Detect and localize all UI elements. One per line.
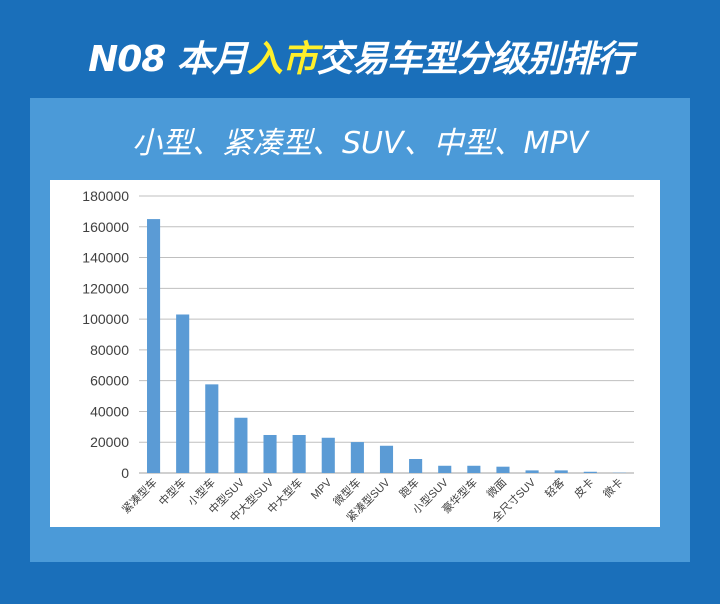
bar xyxy=(379,445,394,473)
bar xyxy=(350,442,364,473)
y-tick-label: 140000 xyxy=(82,250,129,266)
title-prefix: N08 本月 xyxy=(88,39,248,80)
title-suffix: 交易车型分级别排行 xyxy=(316,39,633,80)
x-tick-label: 中型车 xyxy=(156,475,189,508)
x-tick-label: 跑车 xyxy=(396,475,421,500)
x-tick-label: MPV xyxy=(309,476,335,502)
y-tick-label: 20000 xyxy=(90,434,129,450)
bar xyxy=(234,417,248,473)
bar xyxy=(525,470,539,473)
x-tick-label: 微面 xyxy=(484,475,509,500)
y-tick-label: 0 xyxy=(121,465,129,481)
subtitle: 小型、紧凑型、SUV、中型、MPV xyxy=(131,126,589,161)
bar xyxy=(176,314,190,473)
bar xyxy=(467,465,481,473)
x-tick-label: 紧凑型车 xyxy=(119,475,160,516)
y-tick-label: 160000 xyxy=(82,219,129,235)
bar xyxy=(205,384,219,473)
y-tick-label: 60000 xyxy=(90,373,129,389)
x-tick-label: 皮卡 xyxy=(572,476,597,501)
y-tick-label: 100000 xyxy=(82,311,129,327)
bar-chart: 0 20000 40000 60000 80000 100000 120000 140000 1… xyxy=(82,188,634,524)
y-tick-label: 180000 xyxy=(82,188,129,204)
bar xyxy=(438,465,452,473)
bar xyxy=(409,458,423,473)
y-tick-label: 80000 xyxy=(90,342,129,358)
bar xyxy=(554,470,568,473)
bar xyxy=(496,466,510,473)
title-highlight: 入市 xyxy=(246,39,318,80)
x-tick-label: 轻客 xyxy=(542,475,567,500)
bar xyxy=(147,219,161,473)
page-title: N08 本月入市交易车型分级别排行 xyxy=(0,30,720,82)
chart-area: 0 20000 40000 60000 80000 100000 120000 140000 1… xyxy=(50,180,660,527)
y-tick-label: 120000 xyxy=(82,280,129,296)
bar xyxy=(263,434,277,473)
x-tick-label: 微卡 xyxy=(600,475,625,500)
y-tick-label: 40000 xyxy=(90,403,129,419)
bar xyxy=(292,434,306,473)
bar xyxy=(583,471,597,473)
bar xyxy=(321,437,335,473)
